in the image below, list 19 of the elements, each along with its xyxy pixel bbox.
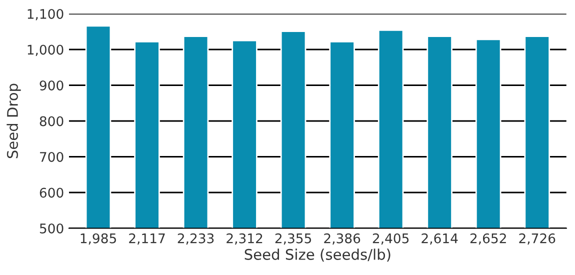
y-tick-label: 900 xyxy=(40,80,64,90)
x-tick-label: 2,117 xyxy=(129,233,165,245)
y-tick-label: 600 xyxy=(40,188,64,198)
x-tick-label: 2,652 xyxy=(470,233,506,245)
y-tick-label: 500 xyxy=(40,223,64,234)
x-tick-label: 2,614 xyxy=(422,233,458,245)
x-tick-label: 2,726 xyxy=(519,233,556,245)
y-tick-label: 700 xyxy=(40,152,64,162)
x-axis-title: Seed Size (seeds/lb) xyxy=(244,248,390,262)
x-tick-label: 2,312 xyxy=(226,233,262,245)
x-tick-label: 2,233 xyxy=(178,233,214,245)
x-tick-label: 2,386 xyxy=(324,233,360,245)
y-tick-label: 1,000 xyxy=(28,44,64,56)
x-tick-label: 2,405 xyxy=(372,233,409,245)
y-tick-label: 800 xyxy=(40,116,64,126)
x-tick-label: 2,355 xyxy=(275,233,312,245)
x-tick-label: 1,985 xyxy=(80,233,116,245)
y-tick-label: 1,100 xyxy=(28,8,64,20)
y-axis-title: Seed Drop xyxy=(6,84,21,158)
